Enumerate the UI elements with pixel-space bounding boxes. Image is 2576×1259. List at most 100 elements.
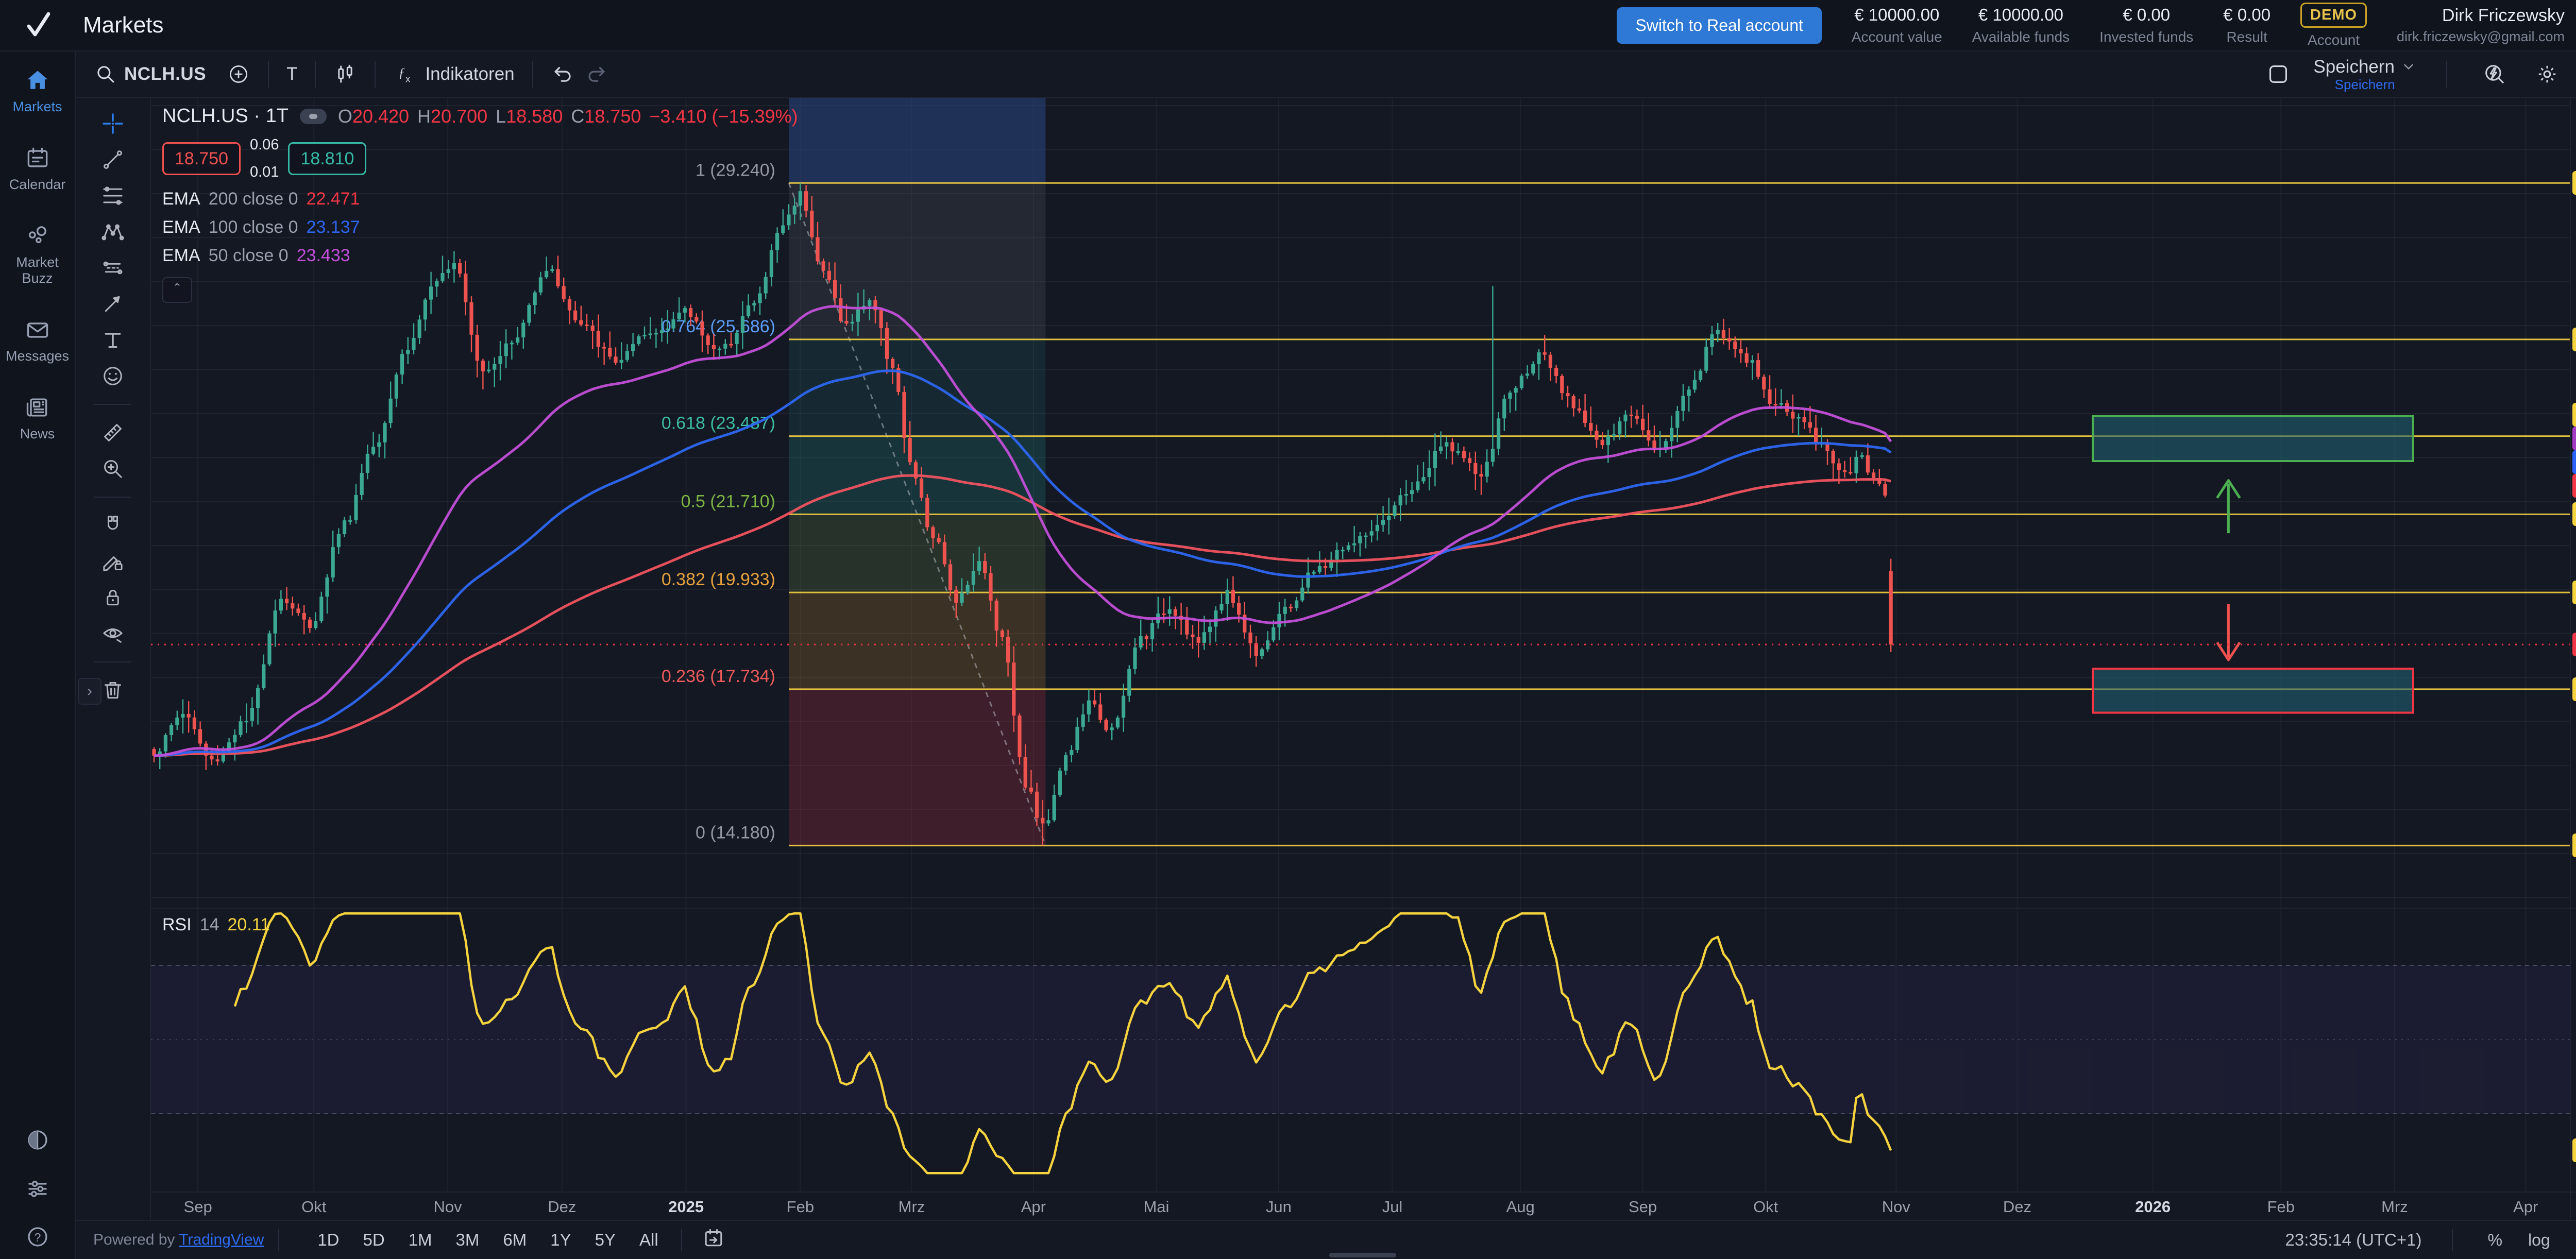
- legend-collapse-button[interactable]: ˆ: [162, 277, 192, 303]
- auto-scale-button[interactable]: auto: [2571, 1228, 2576, 1253]
- search-icon: [94, 63, 117, 86]
- time-axis-label: Dez: [2003, 1198, 2032, 1216]
- range-button-6m[interactable]: 6M: [495, 1226, 535, 1254]
- remove-drawings-tool[interactable]: [88, 678, 138, 703]
- toolbar-expand-handle[interactable]: ›: [78, 678, 101, 705]
- time-axis-settings[interactable]: [2570, 1193, 2576, 1220]
- ruler-tool[interactable]: [88, 420, 138, 445]
- drawing-mode-tool[interactable]: [88, 549, 138, 574]
- price-label-chip: 29.240: [2572, 171, 2576, 195]
- range-button-3m[interactable]: 3M: [448, 1226, 488, 1254]
- ema-50-legend[interactable]: EMA 50 close 0 23.433: [162, 246, 350, 265]
- go-to-date-button[interactable]: [697, 1223, 731, 1257]
- time-axis-label: Apr: [1021, 1198, 1046, 1216]
- svg-text:x: x: [405, 73, 411, 84]
- gear-icon: [2535, 62, 2560, 87]
- ema-200-legend[interactable]: EMA 200 close 0 22.471: [162, 189, 360, 209]
- candlestick-chart-canvas: 1 (29.240)0.764 (25.686)0.618 (23.487)0.…: [151, 98, 2570, 908]
- plus-circle-icon: [227, 62, 250, 86]
- clock[interactable]: 23:35:14 (UTC+1): [2285, 1230, 2422, 1249]
- symbol-search-button[interactable]: NCLH.US: [89, 59, 211, 90]
- price-label-chip: 14.180: [2572, 833, 2576, 858]
- sidebar-item-markets[interactable]: Markets: [0, 67, 75, 115]
- sell-bid-button[interactable]: 18.750: [162, 142, 241, 175]
- xabcd-pattern-tool[interactable]: [88, 219, 138, 244]
- time-axis-label: Feb: [786, 1198, 815, 1216]
- range-button-5y[interactable]: 5Y: [587, 1226, 624, 1254]
- stat-invested-funds: € 0.00 Invested funds: [2099, 5, 2194, 45]
- sidebar-item-market-buzz[interactable]: Market Buzz: [0, 223, 75, 286]
- help-icon[interactable]: ?: [25, 1224, 50, 1250]
- price-label-chip: 23.487: [2572, 402, 2576, 427]
- chart-plot-area[interactable]: 1 (29.240) 0.764 (25.686) 0.618 (23.487) 0.…: [151, 98, 2570, 908]
- range-button-1d[interactable]: 1D: [309, 1226, 347, 1254]
- ema-100-legend[interactable]: EMA 100 close 0 23.137: [162, 217, 360, 237]
- hide-all-tool[interactable]: [88, 621, 138, 646]
- user-name: Dirk Friczewsky: [2442, 6, 2565, 25]
- range-button-1y[interactable]: 1Y: [542, 1226, 579, 1254]
- percent-scale-button[interactable]: %: [2483, 1228, 2507, 1253]
- tradingview-link[interactable]: TradingView: [179, 1231, 264, 1248]
- range-button-1m[interactable]: 1M: [400, 1226, 440, 1254]
- stat-available-funds: € 10000.00 Available funds: [1972, 5, 2070, 45]
- buy-ask-button[interactable]: 18.810: [288, 142, 367, 175]
- legend-symbol-interval[interactable]: NCLH.US · 1T: [162, 105, 289, 127]
- preferences-sliders-icon[interactable]: [25, 1176, 50, 1201]
- fib-level-label: 0.382 (19.933): [662, 570, 775, 589]
- arrow-marker-tool[interactable]: [88, 292, 138, 316]
- sidebar-item-news[interactable]: News: [0, 394, 75, 442]
- rsi-plot-area[interactable]: RSI 14 20.11: [151, 909, 2570, 1192]
- stat-account-value: € 10000.00 Account value: [1851, 5, 1942, 45]
- brand-logo[interactable]: [0, 11, 76, 40]
- undo-button[interactable]: [546, 58, 580, 90]
- stat-result: € 0.00 Result: [2223, 5, 2271, 45]
- compare-add-symbol-button[interactable]: [222, 58, 256, 90]
- save-layout-button[interactable]: Speichern Speichern: [2313, 58, 2416, 91]
- crosshair-tool[interactable]: [88, 111, 138, 136]
- chart-type-button[interactable]: [328, 58, 362, 90]
- legend-ohlc: O20.420 H20.700 L18.580 C18.750 −3.410 (…: [337, 105, 798, 127]
- switch-to-real-account-button[interactable]: Switch to Real account: [1617, 7, 1822, 44]
- layout-button[interactable]: [2261, 58, 2296, 91]
- fib-retracement-tool[interactable]: [88, 183, 138, 208]
- layout-square-icon: [2266, 62, 2291, 87]
- toolbar-separator: [94, 497, 131, 498]
- price-scale[interactable]: 31.00030.00029.00028.00027.00026.00025.0…: [2570, 98, 2576, 908]
- spread-values: 0.06 0.01: [250, 137, 279, 180]
- magnet-tool[interactable]: [88, 513, 138, 538]
- legend-visibility-toggle[interactable]: [299, 108, 327, 124]
- time-axis[interactable]: Sep Okt Nov Dez 2025 Feb Mrz Apr Mai Jun Jul Aug Sep…: [151, 1192, 2576, 1220]
- rsi-legend[interactable]: RSI 14 20.11: [162, 915, 270, 934]
- main-chart-pane: 1 (29.240) 0.764 (25.686) 0.618 (23.487) 0.…: [151, 98, 2576, 908]
- time-axis-label: Sep: [1629, 1198, 1657, 1216]
- range-button-5d[interactable]: 5D: [355, 1226, 393, 1254]
- range-button-all[interactable]: All: [631, 1226, 667, 1254]
- date-range-buttons: 1D 5D 1M 3M 6M 1Y 5Y All: [309, 1226, 666, 1254]
- trend-line-tool[interactable]: [88, 147, 138, 172]
- price-label-chip: 22.471: [2572, 474, 2576, 498]
- log-scale-button[interactable]: log: [2523, 1228, 2555, 1253]
- rsi-scale[interactable]: 80.0070.0060.0050.0040.0030.0020.11: [2570, 909, 2576, 1192]
- chart-settings-button[interactable]: [2530, 58, 2565, 91]
- user-menu[interactable]: Dirk Friczewsky dirk.friczewsky@gmail.co…: [2397, 6, 2576, 45]
- sidebar-item-messages[interactable]: Messages: [0, 316, 75, 364]
- ema-50-line: [154, 305, 1892, 757]
- projection-tool[interactable]: [88, 256, 138, 280]
- redo-button[interactable]: [580, 58, 614, 90]
- text-tool-tool[interactable]: [88, 328, 138, 352]
- powered-by: Powered by TradingView: [93, 1231, 264, 1248]
- lock-all-tool[interactable]: [88, 585, 138, 610]
- price-label-chip: 25.686: [2572, 327, 2576, 351]
- rsi-line: [233, 912, 1892, 1175]
- horizontal-scrollbar[interactable]: [1329, 1253, 1396, 1257]
- quick-search-button[interactable]: [2477, 58, 2512, 91]
- interval-button[interactable]: T: [281, 60, 302, 89]
- zoom-in-tool[interactable]: [88, 456, 138, 481]
- theme-contrast-icon[interactable]: [25, 1127, 50, 1153]
- time-axis-label: Nov: [1882, 1198, 1910, 1216]
- chevron-down-icon: [2401, 59, 2416, 74]
- fib-level-label: 0.236 (17.734): [662, 667, 775, 686]
- sidebar-item-calendar[interactable]: Calendar: [0, 145, 75, 193]
- emoji-tool[interactable]: [88, 364, 138, 388]
